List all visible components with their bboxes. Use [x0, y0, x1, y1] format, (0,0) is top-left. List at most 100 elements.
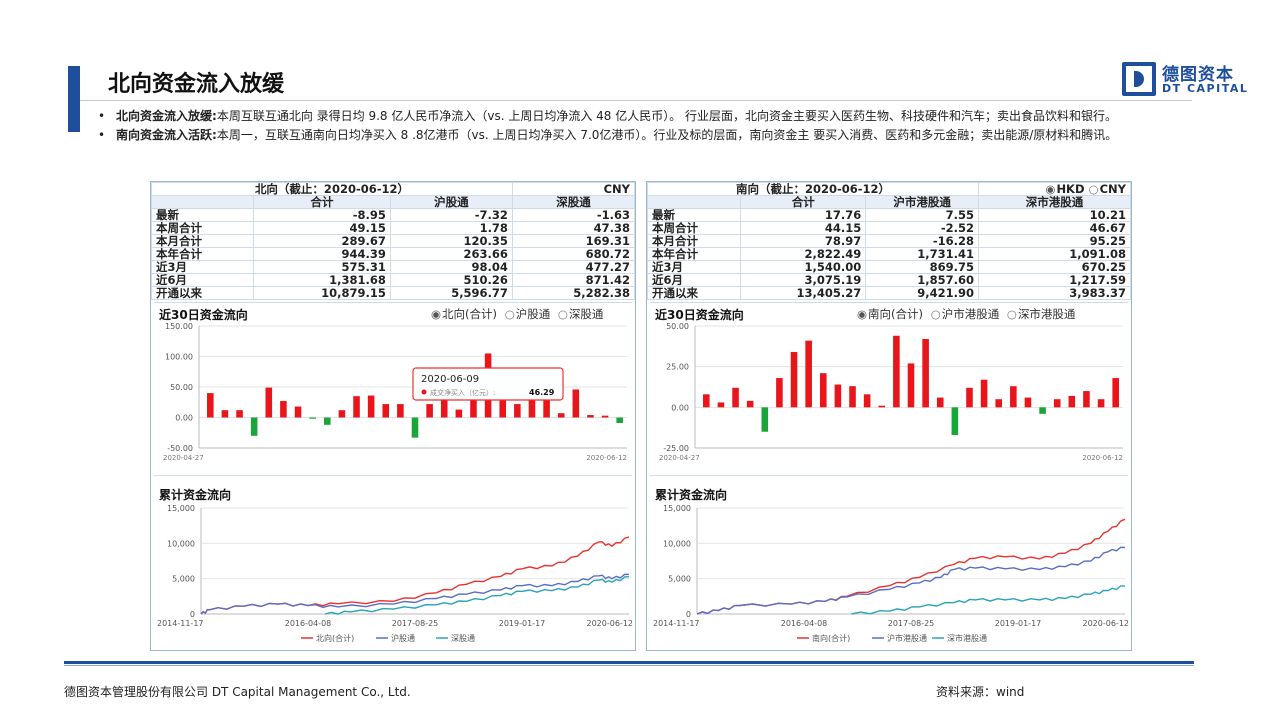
row-value: 169.31 — [511, 234, 636, 248]
row-value: 47.38 — [511, 221, 636, 235]
y-tick-label: 100.00 — [165, 353, 193, 362]
y-tick-label: 25.00 — [666, 363, 689, 372]
y-tick-label: 150.00 — [165, 322, 193, 331]
row-value: 10.21 — [978, 208, 1131, 222]
legend-north-total[interactable]: 北向(合计) — [431, 307, 497, 321]
bar — [250, 417, 258, 436]
legend-south-total[interactable]: 南向(合计) — [857, 307, 923, 321]
x-start-label: 2020-04-27 — [163, 454, 204, 462]
south-table: 南向（截止：2020-06-12） HKD CNY 合计 沪市港股通 深市港股通… — [646, 182, 1131, 300]
north-panel: 北向（截止：2020-06-12） CNY 合计 沪股通 深股通 最新 -8.95… — [150, 181, 636, 651]
row-value: 98.04 — [389, 260, 513, 274]
y-tick-label: 50.00 — [170, 383, 193, 392]
south-currency-toggle[interactable]: HKD CNY — [978, 182, 1131, 196]
bar — [1112, 378, 1119, 408]
bar — [455, 409, 463, 418]
footer-source: 资料来源：wind — [936, 685, 1025, 699]
bar — [1010, 386, 1017, 408]
bar — [207, 393, 214, 418]
row-value: 7.55 — [865, 208, 980, 222]
row-value: 670.25 — [978, 260, 1131, 274]
bar — [543, 397, 550, 418]
table-row: 最新 -8.95 -7.32 -1.63 — [150, 208, 636, 222]
bar — [761, 407, 769, 432]
x-tick-label: 2014-11-17 — [157, 619, 204, 628]
south-col-sh: 沪市港股通 — [865, 195, 980, 209]
row-value: 944.39 — [253, 247, 391, 261]
row-value: 13,405.27 — [740, 286, 867, 300]
legend-south-sz[interactable]: 深市港股通 — [1007, 307, 1076, 321]
legend-north-sh[interactable]: 沪股通 — [505, 307, 551, 321]
tooltip-label: 成交净买入（亿元）: — [430, 388, 495, 397]
bar — [382, 404, 390, 418]
footer-rule-thin — [64, 665, 1194, 666]
bar — [514, 404, 521, 418]
bar — [411, 417, 419, 438]
row-label: 最新 — [150, 208, 255, 222]
x-tick-label: 2017-08-25 — [888, 619, 935, 628]
row-label: 开通以来 — [150, 286, 255, 300]
legend-north-sz[interactable]: 深股通 — [558, 307, 604, 321]
bar — [221, 410, 229, 418]
north-flow-title: 近30日资金流向 — [159, 308, 248, 322]
bar — [980, 379, 988, 408]
south-table-title: 南向（截止：2020-06-12） — [646, 182, 980, 196]
south-cum-title: 累计资金流向 — [655, 488, 728, 502]
page-title: 北向资金流入放缓 — [108, 72, 285, 97]
currency-cny[interactable]: CNY — [1089, 182, 1126, 196]
x-tick-label: 2016-04-08 — [285, 619, 332, 628]
table-row: 本周合计 49.15 1.78 47.38 — [150, 221, 636, 235]
bar — [309, 417, 316, 419]
table-row: 本月合计 78.97 -16.28 95.25 — [646, 234, 1131, 248]
bar — [587, 415, 594, 418]
bar — [601, 415, 609, 418]
currency-hkd[interactable]: HKD — [1045, 182, 1084, 196]
table-row: 近6月 3,075.19 1,857.60 1,217.59 — [646, 273, 1131, 287]
table-row: 开通以来 10,879.15 5,596.77 5,282.38 — [150, 286, 636, 300]
row-value: 9,421.90 — [865, 286, 980, 300]
row-value: 17.76 — [740, 208, 867, 222]
row-value: 1,381.68 — [253, 273, 391, 287]
bar — [265, 387, 273, 418]
y-tick-label: 5,000 — [172, 575, 195, 584]
tooltip-date: 2020-06-09 — [421, 374, 479, 385]
bar — [294, 406, 302, 418]
footer-company: 德图资本管理股份有限公司 DT Capital Management Co., … — [64, 685, 411, 699]
south-col-sz: 深市港股通 — [978, 195, 1131, 209]
north-currency[interactable]: CNY — [511, 182, 636, 196]
table-row: 开通以来 13,405.27 9,421.90 3,983.37 — [646, 286, 1131, 300]
bar — [849, 386, 856, 408]
logo-d-icon — [1122, 62, 1156, 96]
company-logo: 德图资本 DT CAPITAL — [1122, 60, 1252, 100]
series-line — [696, 546, 1126, 615]
row-value: 1,731.41 — [865, 247, 980, 261]
bar — [878, 405, 886, 408]
legend-south-sh[interactable]: 沪市港股通 — [931, 307, 1000, 321]
legend-label: 南向(合计) — [812, 633, 850, 643]
x-tick-label: 2020-06-12 — [1083, 619, 1130, 628]
row-value: 1.78 — [389, 221, 513, 235]
row-value: 3,075.19 — [740, 273, 867, 287]
bullet-south-heading: 南向资金流入活跃: — [116, 128, 217, 142]
tooltip-box — [412, 367, 564, 401]
row-value: -2.52 — [865, 221, 980, 235]
table-row: 本周合计 44.15 -2.52 46.67 — [646, 221, 1131, 235]
y-tick-label: 5,000 — [668, 575, 691, 584]
row-value: 44.15 — [740, 221, 867, 235]
legend-label: 沪股通 — [391, 633, 415, 643]
table-row: 近3月 1,540.00 869.75 670.25 — [646, 260, 1131, 274]
x-tick-label: 2017-08-25 — [392, 619, 439, 628]
row-label: 近6月 — [150, 273, 255, 287]
bar — [922, 339, 929, 408]
south-flow-divider — [650, 302, 1128, 303]
table-row: 最新 17.76 7.55 10.21 — [646, 208, 1131, 222]
row-value: 49.15 — [253, 221, 391, 235]
logo-en-text: DT CAPITAL — [1162, 82, 1249, 95]
row-label: 本年合计 — [646, 247, 742, 261]
row-label: 近3月 — [646, 260, 742, 274]
table-row: 本年合计 944.39 263.66 680.72 — [150, 247, 636, 261]
row-label: 开通以来 — [646, 286, 742, 300]
bar — [703, 394, 710, 408]
